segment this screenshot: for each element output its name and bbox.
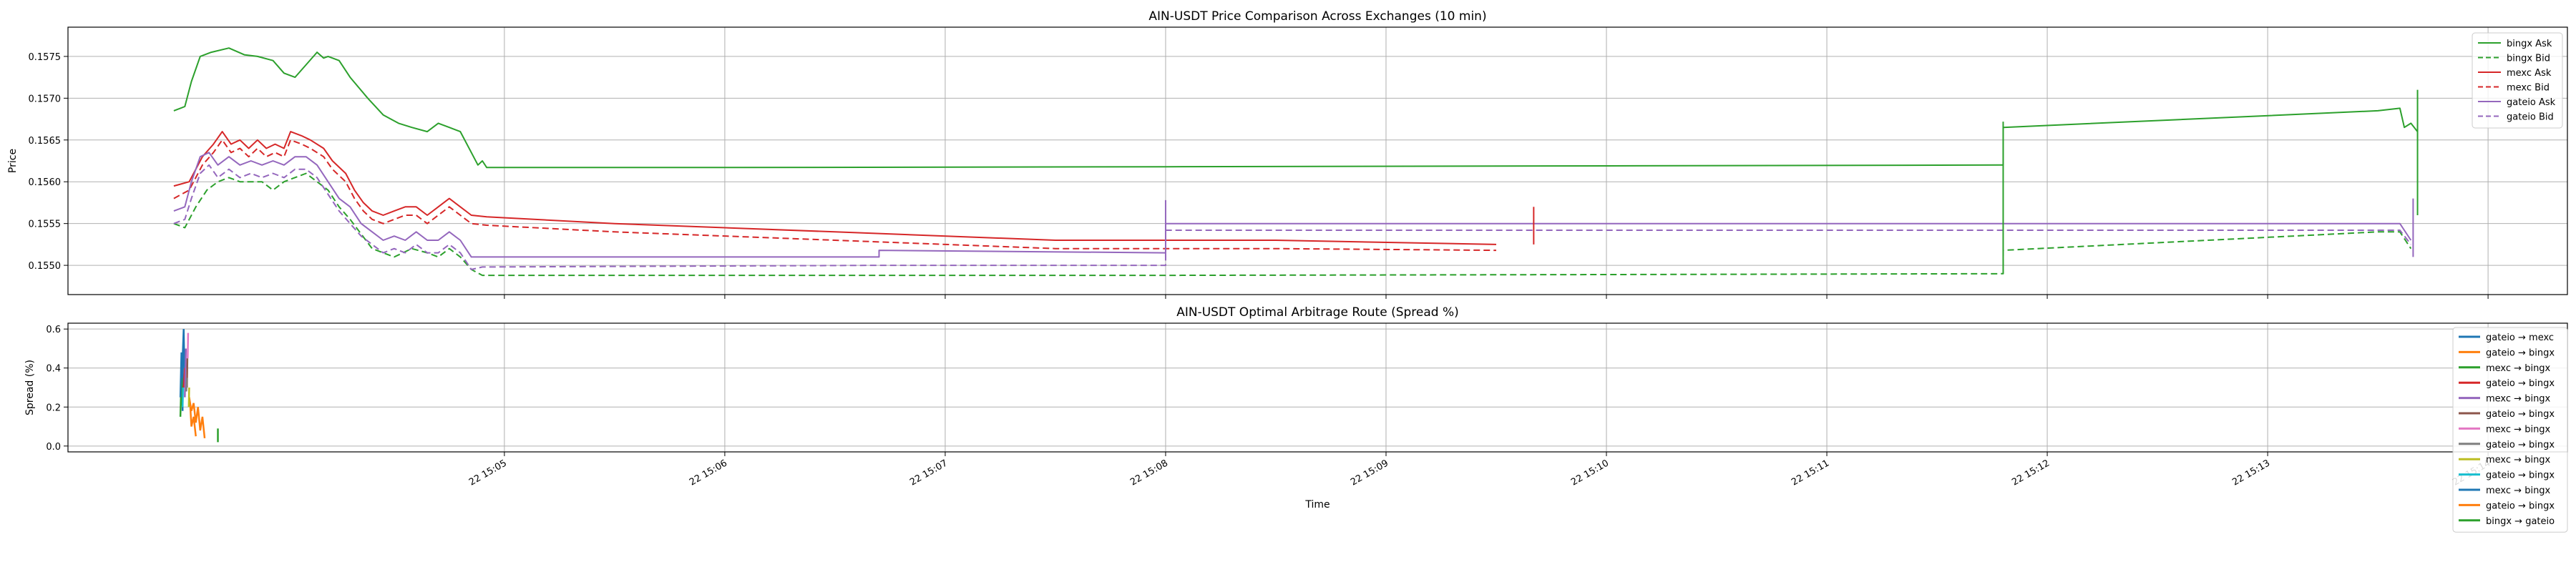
x-tick-label: 22 15:08: [1128, 458, 1170, 488]
y-tick-label: 0.6: [46, 325, 61, 335]
spread-line: [184, 348, 187, 398]
legend-entry: mexc → bingx: [2486, 485, 2551, 496]
spread-grid: [68, 323, 2567, 452]
spread-ticks: 22 15:05 22 15:06 22 15:07 22 15:08 22 15:09…: [46, 325, 2492, 488]
y-tick-label: 0.1575: [29, 52, 62, 63]
price-axes-frame: [67, 26, 2568, 295]
y-tick-label: 0.4: [46, 364, 61, 375]
legend-entry: mexc Bid: [2507, 83, 2550, 94]
legend-entry: gateio → bingx: [2486, 409, 2555, 420]
legend-entry: gateio → bingx: [2486, 378, 2555, 389]
legend-entry: gateio → bingx: [2486, 500, 2555, 511]
legend-entry: mexc → bingx: [2486, 424, 2551, 435]
spread-y-axis-label: Spread (%): [24, 360, 36, 415]
y-tick-label: 0.1570: [29, 94, 62, 104]
spread-line: [179, 352, 182, 398]
legend-entry: gateio → bingx: [2486, 470, 2555, 481]
x-tick-label: 22 15:11: [1790, 458, 1831, 488]
x-tick-label: 22 15:07: [908, 458, 950, 488]
y-tick-label: 0.1555: [29, 220, 62, 230]
legend-box: [2472, 32, 2563, 129]
legend-entry: gateio Bid: [2507, 112, 2554, 123]
spread-line: [187, 332, 190, 359]
x-tick-label: 22 15:10: [1569, 458, 1611, 488]
legend-entry: gateio → bingx: [2486, 440, 2555, 450]
spread-line: [181, 387, 185, 408]
spread-axes-frame: [67, 322, 2568, 453]
series-line: [173, 164, 2412, 270]
x-tick-label: 22 15:06: [688, 458, 729, 488]
spread-line: [187, 387, 190, 408]
x-tick-label: 22 15:13: [2230, 458, 2272, 488]
legend-entry: mexc → bingx: [2486, 394, 2551, 405]
price-ticks: 0.1550 0.1555 0.1560 0.1565 0.1570 0.1575: [29, 52, 2489, 299]
spread-chart-title: AIN-USDT Optimal Arbitrage Route (Spread…: [1176, 305, 1459, 320]
series-line: [173, 152, 2412, 258]
series-line: [173, 172, 2412, 277]
legend-entry: mexc → bingx: [2486, 363, 2551, 374]
price-grid: [68, 27, 2567, 295]
x-axis-label: Time: [1304, 499, 1330, 511]
price-y-axis-label: Price: [7, 149, 19, 173]
spread-line: [189, 407, 197, 437]
spread-panel: 22 15:05 22 15:06 22 15:07 22 15:08 22 15:09…: [24, 305, 2568, 533]
spread-line: [185, 378, 188, 392]
spread-legend: gateio → mexc gateio → bingx mexc → bingx g…: [2452, 327, 2568, 533]
legend-entry: gateio Ask: [2507, 97, 2556, 108]
y-tick-label: 0.1565: [29, 136, 62, 147]
legend-entry: mexc Ask: [2507, 68, 2552, 79]
y-tick-label: 0.1550: [29, 261, 62, 272]
x-tick-label: 22 15:12: [2010, 458, 2051, 488]
spread-series: [179, 329, 219, 443]
y-tick-label: 0.2: [46, 403, 61, 413]
legend-entry: bingx Ask: [2507, 39, 2552, 49]
legend-entry: gateio → bingx: [2486, 347, 2555, 358]
series-line: [173, 139, 1497, 252]
legend-entry: gateio → mexc: [2486, 332, 2554, 343]
legend-entry: bingx → gateio: [2486, 516, 2555, 527]
x-tick-label: 22 15:05: [467, 458, 509, 488]
price-panel: 0.1550 0.1555 0.1560 0.1565 0.1570 0.1575 AIN…: [7, 9, 2568, 299]
price-series: [173, 47, 2419, 277]
legend-entry: bingx Bid: [2507, 54, 2550, 64]
price-legend: bingx Ask bingx Bid mexc Ask mexc Bid gateio…: [2472, 32, 2563, 129]
price-chart-title: AIN-USDT Price Comparison Across Exchang…: [1148, 9, 1486, 24]
y-tick-label: 0.0: [46, 442, 61, 453]
spread-line: [188, 397, 206, 439]
series-line: [173, 47, 2419, 169]
legend-box: [2452, 327, 2568, 533]
x-tick-label: 22 15:09: [1349, 458, 1390, 488]
series-line: [173, 131, 1497, 245]
legend-entry: mexc → bingx: [2486, 455, 2551, 465]
y-tick-label: 0.1560: [29, 177, 62, 188]
